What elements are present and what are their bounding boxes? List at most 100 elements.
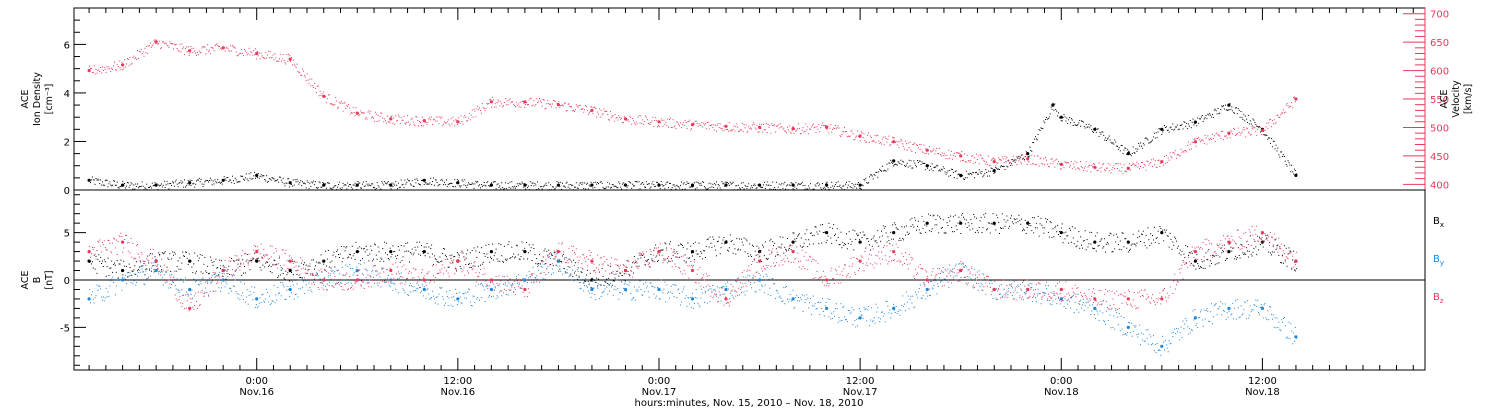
series-by-sample (130, 282, 132, 284)
series-bx-sample (127, 271, 129, 273)
series-ion-density-sample (1040, 127, 1042, 129)
series-by-sample (814, 303, 816, 305)
series-by-sample (433, 295, 434, 297)
series-velocity-sample (95, 69, 97, 70)
series-velocity-sample (1284, 111, 1286, 113)
series-bx-sample (855, 239, 857, 240)
series-bx-sample (779, 236, 781, 238)
series-ion-density-sample (612, 184, 614, 186)
series-ion-density-sample (1264, 134, 1266, 136)
series-by-sample (794, 306, 796, 308)
series-velocity-sample (194, 50, 196, 52)
series-bx-sample (1249, 235, 1251, 237)
series-bx-sample (1285, 247, 1287, 249)
series-bx-sample (349, 253, 351, 255)
series-bx-sample (955, 225, 957, 227)
series-bx-sample (688, 257, 690, 259)
series-by-sample (206, 280, 208, 282)
series-velocity-sample (795, 130, 797, 132)
series-velocity-sample (1285, 104, 1287, 106)
series-velocity-sample (1167, 157, 1169, 159)
series-ion-density-sample (182, 181, 184, 183)
series-bx-sample (101, 263, 103, 264)
series-bx-sample (391, 253, 393, 255)
series-ion-density-sample (1065, 120, 1067, 122)
series-ion-density-sample (228, 181, 230, 183)
series-velocity-sample (960, 160, 962, 162)
series-bx-sample (604, 281, 606, 282)
series-bx-sample (137, 268, 139, 270)
series-velocity-sample (783, 127, 785, 129)
series-ion-density-sample (686, 181, 688, 183)
series-velocity-sample (1141, 161, 1142, 163)
series-velocity-sample (822, 125, 824, 127)
series-velocity-sample (1234, 128, 1236, 130)
series-velocity-sample (124, 59, 126, 61)
series-bx-sample (839, 244, 841, 245)
series-by-sample (400, 272, 402, 274)
series-velocity-sample (204, 46, 206, 48)
series-velocity-sample (331, 103, 333, 105)
series-bx-sample (626, 260, 628, 262)
series-ion-density-sample (1184, 121, 1186, 123)
series-by-sample (717, 297, 719, 299)
series-by-sample (161, 277, 163, 279)
b-axis-label-line: ACE (20, 271, 31, 290)
series-bx-sample (784, 246, 786, 248)
series-bx-sample (185, 251, 186, 253)
series-bx-sample (817, 233, 819, 235)
series-velocity-sample (346, 104, 348, 106)
series-bx-sample (748, 255, 750, 257)
series-ion-density-sample (1150, 141, 1152, 143)
series-velocity-sample (458, 120, 460, 122)
series-by-sample (629, 281, 631, 283)
series-velocity-sample (997, 162, 999, 164)
series-by-sample (238, 293, 240, 295)
series-bx-sample (363, 247, 365, 249)
series-velocity-sample (613, 120, 615, 122)
series-bx-sample (506, 258, 508, 260)
series-ion-density-sample (1019, 158, 1021, 160)
series-velocity-sample (130, 63, 132, 65)
series-by-sample (695, 289, 697, 291)
series-bx-sample (1180, 254, 1182, 256)
series-by-sample (194, 295, 196, 297)
series-bx-sample (1231, 250, 1233, 252)
series-ion-density-sample (1131, 153, 1133, 154)
series-velocity-sample (1143, 164, 1145, 166)
series-ion-density-sample (468, 182, 469, 184)
series-ion-density-sample (731, 182, 733, 184)
series-by-sample (754, 291, 756, 293)
series-bx-sample (161, 269, 162, 271)
series-ion-density-sample (897, 161, 899, 163)
series-bx-sample (1200, 266, 1201, 268)
series-bx-sample (933, 214, 935, 216)
series-by-sample (745, 276, 747, 278)
series-velocity-sample (519, 101, 521, 103)
series-bx-sample (388, 259, 390, 261)
series-velocity-sample (623, 116, 625, 118)
series-by-sample (171, 273, 173, 275)
series-ion-density-sample (994, 172, 996, 173)
series-bx-sample (1163, 240, 1165, 242)
series-ion-density-sample (1107, 137, 1109, 139)
series-velocity-sample (1246, 127, 1248, 129)
series-by-sample (505, 294, 507, 295)
series-ion-density-sample (265, 180, 267, 182)
series-bx-sample (966, 227, 968, 228)
series-velocity-sample (648, 123, 650, 125)
series-ion-density-sample (253, 175, 255, 177)
series-by-sample (531, 275, 533, 277)
series-bx-sample (233, 260, 235, 262)
series-velocity-sample (853, 139, 855, 141)
series-by-sample (771, 278, 773, 280)
series-ion-density-sample (322, 182, 324, 183)
series-velocity-sample (603, 108, 605, 110)
series-by-sample (279, 292, 280, 294)
series-velocity-sample (329, 103, 331, 105)
series-bx-sample (1040, 217, 1042, 219)
series-bx-sample (803, 242, 805, 244)
series-velocity-sample (433, 118, 435, 120)
series-ion-density-sample (664, 188, 666, 190)
series-velocity-sample (1257, 128, 1259, 130)
